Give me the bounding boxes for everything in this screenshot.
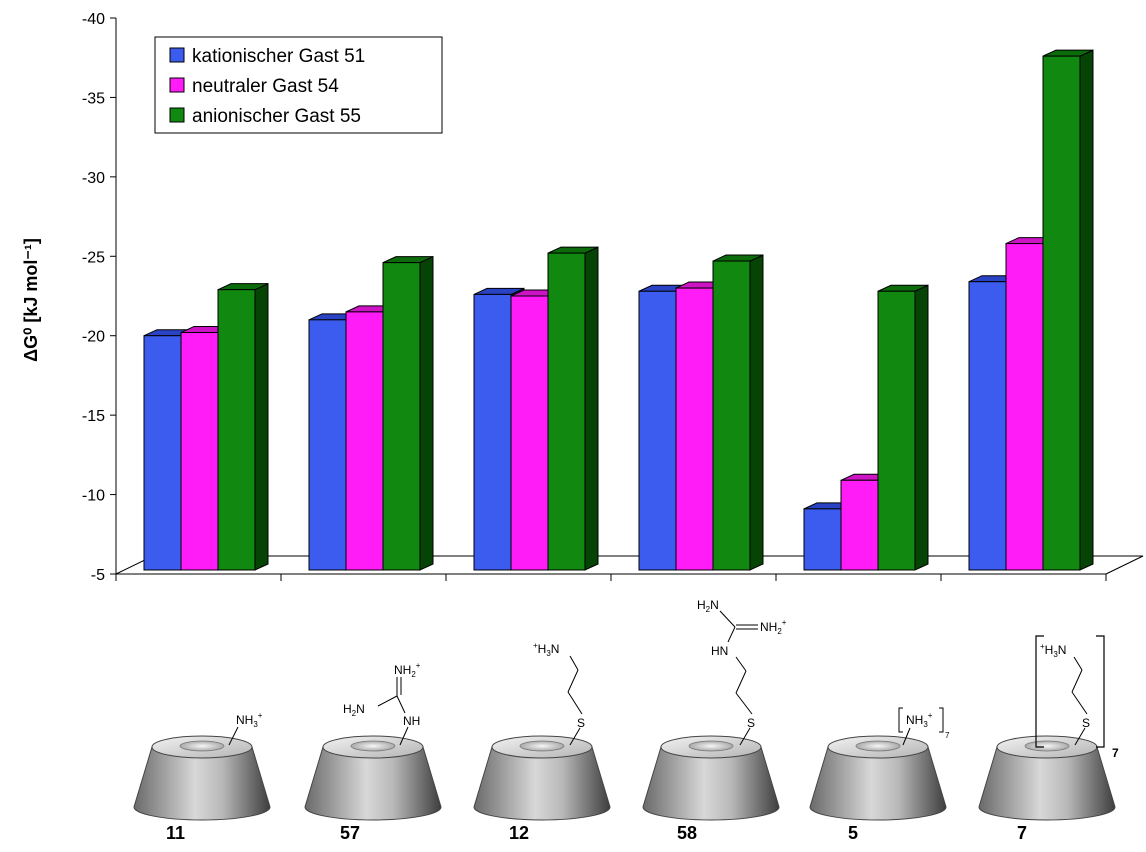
svg-text:+H3N: +H3N: [1040, 642, 1066, 659]
bar-12-series-2: [547, 246, 599, 571]
svg-text:NH2+: NH2+: [394, 661, 421, 679]
bar-front: [473, 293, 512, 571]
bar-front: [803, 508, 842, 571]
bar-front: [382, 262, 421, 571]
bar-front: [638, 290, 677, 571]
host-label-11: 11: [166, 823, 185, 843]
y-tick-label: -20: [82, 329, 105, 346]
bar-front: [712, 260, 751, 571]
svg-text:HN: HN: [711, 644, 728, 658]
bar-side: [584, 246, 599, 571]
bar-side: [1079, 49, 1094, 571]
bar-side: [749, 254, 764, 571]
y-tick-label: -40: [82, 11, 105, 28]
host-structure-11: NH3+: [133, 711, 271, 821]
svg-text:NH: NH: [403, 714, 420, 728]
bar-front: [1005, 243, 1044, 571]
svg-text:NH3+: NH3+: [906, 711, 933, 729]
legend-box: [154, 36, 443, 134]
bar-7-series-2: [1042, 49, 1094, 571]
svg-text:H2N: H2N: [343, 702, 365, 718]
bar-side: [254, 282, 269, 571]
bar-58-series-2: [712, 254, 764, 571]
bar-front: [345, 311, 384, 571]
svg-text:S: S: [747, 716, 755, 730]
bar-front: [968, 281, 1007, 571]
svg-text:NH2+: NH2+: [760, 618, 787, 636]
legend-label-kationisch: kationischer Gast 51: [192, 46, 365, 67]
bar-front: [180, 332, 219, 571]
y-ticks: -5 -10 -15 -20 -25 -30 -35 -40: [82, 11, 116, 584]
svg-text:7: 7: [1112, 746, 1119, 760]
y-tick-label: -10: [82, 488, 105, 505]
svg-text:NH3+: NH3+: [236, 711, 263, 729]
svg-text:S: S: [577, 716, 585, 730]
host-structures: NH3+ NH H2N NH2+ S +H3N S: [133, 598, 1119, 821]
svg-text:H2N: H2N: [697, 598, 719, 614]
legend-label-anionisch: anionischer Gast 55: [192, 106, 361, 127]
y-tick-label: -30: [82, 170, 105, 187]
bar-11-series-2: [217, 282, 269, 571]
legend: kationischer Gast 51 neutraler Gast 54 a…: [154, 36, 443, 134]
bar-front: [1042, 55, 1081, 571]
bar-5-series-2: [877, 284, 929, 571]
bar-side: [419, 255, 434, 571]
bar-front: [217, 289, 256, 571]
svg-text:7: 7: [945, 731, 950, 740]
bar-front: [877, 290, 916, 571]
bar-57-series-2: [382, 255, 434, 571]
bars: [143, 49, 1094, 571]
host-structure-58: S HN H2N NH2+: [642, 598, 787, 821]
host-label-58: 58: [677, 823, 697, 843]
bar-front: [143, 335, 182, 571]
legend-label-neutral: neutraler Gast 54: [192, 76, 339, 97]
host-label-57: 57: [340, 823, 360, 843]
axes: -5 -10 -15 -20 -25 -30 -35 -40: [82, 11, 1144, 584]
host-structure-5: NH3+ 7: [809, 707, 950, 821]
host-structure-57: NH H2N NH2+: [304, 661, 442, 821]
bar-side: [914, 284, 929, 571]
svg-text:+H3N: +H3N: [533, 641, 559, 658]
host-label-5: 5: [848, 823, 858, 843]
bar-front: [510, 295, 549, 571]
y-tick-label: -35: [82, 90, 105, 107]
host-structure-12: S +H3N: [473, 641, 611, 821]
bar-front: [308, 319, 347, 571]
host-labels: 11 57 12 58 5 7: [166, 823, 1027, 843]
bar-front: [840, 479, 879, 571]
legend-swatch-kationisch: [169, 47, 185, 63]
x-ticks: [115, 574, 1107, 581]
y-axis-label: ΔG⁰ [kJ mol⁻¹]: [21, 238, 41, 362]
host-structure-7: S +H3N 7: [978, 635, 1119, 821]
bar-front: [547, 252, 586, 571]
bar-front: [675, 287, 714, 571]
y-tick-label: -25: [82, 249, 105, 266]
svg-text:S: S: [1082, 716, 1090, 730]
legend-swatch-neutral: [169, 77, 185, 93]
y-tick-label: -5: [91, 567, 105, 584]
host-label-12: 12: [509, 823, 529, 843]
legend-swatch-anionisch: [169, 107, 185, 123]
host-label-7: 7: [1017, 823, 1027, 843]
y-tick-label: -15: [82, 408, 105, 425]
